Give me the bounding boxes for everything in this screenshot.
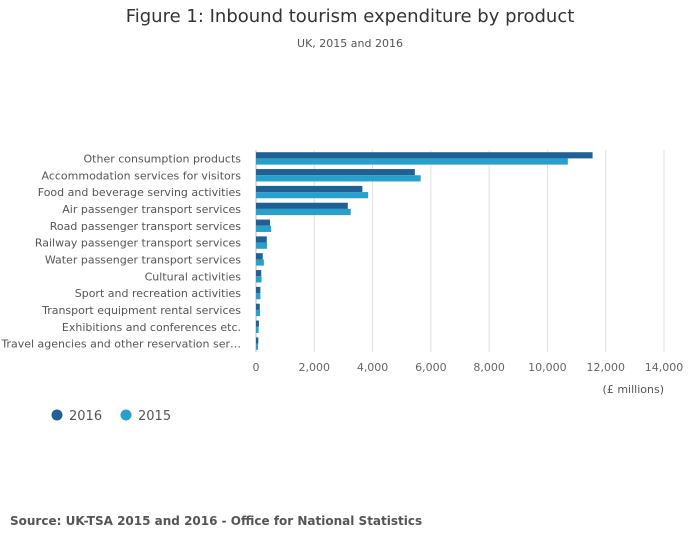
x-tick-label: 14,000 (645, 361, 684, 374)
bar-2015[interactable]: Food and beverage serving activities (20… (256, 192, 369, 199)
category-label: Transport equipment rental services (41, 304, 241, 317)
legend-marker-2015[interactable] (120, 409, 132, 421)
bars: Other consumption products (2016): 11550… (256, 152, 593, 350)
x-tick-label: 10,000 (528, 361, 567, 374)
bar-chart: Other consumption products (2016): 11550… (0, 150, 684, 424)
chart-title: Figure 1: Inbound tourism expenditure by… (125, 6, 575, 27)
bar-2015[interactable]: Railway passenger transport services (20… (256, 242, 268, 249)
x-axis-title: (£ millions) (603, 383, 664, 396)
category-label: Other consumption products (84, 152, 242, 165)
bar-2016[interactable]: Transport equipment rental services (201… (256, 303, 260, 310)
x-tick-label: 4,000 (357, 361, 389, 374)
bar-2016[interactable]: Exhibitions and conferences etc. (2016):… (256, 320, 259, 327)
bar-2016[interactable]: Sport and recreation activities (2016): … (256, 286, 261, 294)
legend-label-2015[interactable]: 2015 (138, 409, 171, 424)
bar-2016[interactable]: Air passenger transport services (2016):… (256, 202, 348, 209)
legend-label-2016[interactable]: 2016 (69, 409, 102, 424)
category-label: Air passenger transport services (62, 203, 241, 216)
bar-2015[interactable]: Air passenger transport services (2015):… (256, 208, 351, 216)
category-label: Accommodation services for visitors (41, 169, 241, 182)
bar-2016[interactable]: Travel agencies and other reservation se… (256, 337, 259, 344)
bar-2015[interactable]: Other consumption products (2015): 10700 (256, 158, 568, 165)
category-label: Exhibitions and conferences etc. (62, 321, 241, 334)
bar-2016[interactable]: Railway passenger transport services (20… (256, 236, 267, 243)
category-label: Travel agencies and other reservation se… (0, 338, 241, 351)
category-labels: Other consumption products Accommodation … (0, 152, 241, 350)
gridlines (255, 150, 665, 352)
bar-2015[interactable]: Accommodation services for visitors (201… (256, 175, 421, 182)
category-label: Water passenger transport services (45, 253, 241, 266)
bar-2016[interactable]: Road passenger transport services (2016)… (256, 219, 270, 226)
bar-2015[interactable]: Road passenger transport services (2015)… (256, 225, 272, 232)
bar-2015[interactable]: Travel agencies and other reservation se… (256, 343, 259, 350)
category-label: Cultural activities (145, 270, 242, 283)
category-label: Road passenger transport services (50, 220, 242, 233)
category-label: Food and beverage serving activities (38, 186, 242, 199)
x-axis-ticks: 0 2,000 4,000 6,000 8,000 10,000 12,000 14,000 (253, 361, 684, 374)
source-note: Source: UK-TSA 2015 and 2016 - Office fo… (10, 514, 423, 528)
bar-2015[interactable]: Sport and recreation activities (2015): … (256, 293, 261, 300)
category-label: Railway passenger transport services (35, 237, 241, 250)
x-tick-label: 8,000 (473, 361, 505, 374)
chart-subtitle: UK, 2015 and 2016 (297, 37, 403, 50)
bar-2016[interactable]: Water passenger transport services (2016… (256, 253, 263, 260)
bar-2016[interactable]: Cultural activities (2016): 180 (256, 270, 262, 277)
bar-2016[interactable]: Other consumption products (2016): 11550 (256, 152, 593, 159)
bar-2016[interactable]: Accommodation services for visitors (201… (256, 169, 415, 176)
category-label: Sport and recreation activities (75, 287, 242, 300)
bar-2015[interactable]: Exhibitions and conferences etc. (2015):… (256, 326, 259, 333)
bar-2016[interactable]: Food and beverage serving activities (20… (256, 185, 363, 193)
legend[interactable]: 2016 2015 (51, 409, 172, 424)
bar-2015[interactable]: Transport equipment rental services (201… (256, 309, 261, 317)
x-tick-label: 0 (253, 361, 260, 374)
x-tick-label: 12,000 (586, 361, 625, 374)
x-tick-label: 6,000 (415, 361, 447, 374)
x-tick-label: 2,000 (299, 361, 331, 374)
bar-2015[interactable]: Water passenger transport services (2015… (256, 259, 264, 266)
legend-marker-2016[interactable] (51, 409, 63, 421)
bar-2015[interactable]: Cultural activities (2015): 190 (256, 276, 262, 283)
